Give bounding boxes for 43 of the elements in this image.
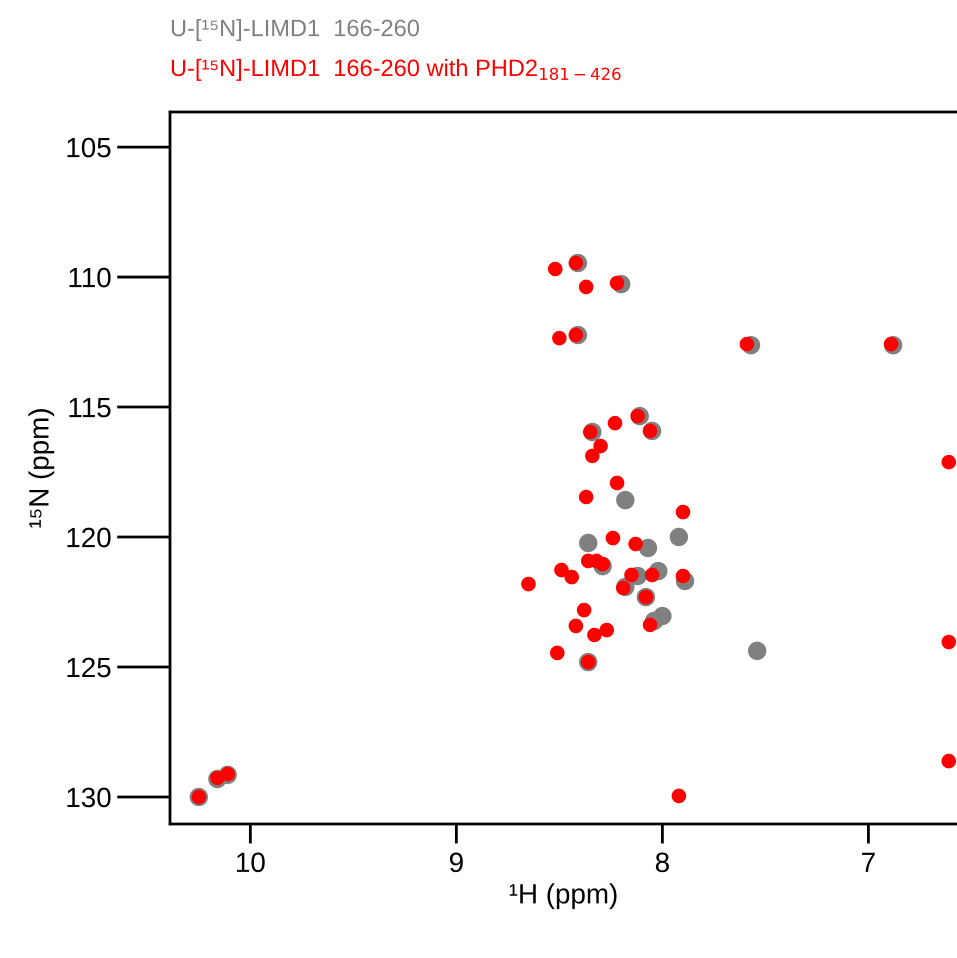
point bbox=[672, 788, 686, 804]
point bbox=[585, 448, 600, 464]
point bbox=[941, 454, 956, 470]
point bbox=[608, 416, 622, 430]
point bbox=[599, 622, 614, 638]
x-tick-label: 8 bbox=[656, 852, 669, 872]
x-tick-label: 9 bbox=[450, 852, 463, 872]
point bbox=[579, 534, 598, 552]
point bbox=[550, 646, 565, 660]
point bbox=[548, 262, 563, 276]
point bbox=[606, 530, 620, 546]
point bbox=[610, 476, 624, 490]
point bbox=[941, 754, 956, 768]
point bbox=[941, 634, 956, 650]
point bbox=[564, 570, 580, 584]
point bbox=[670, 528, 688, 546]
point bbox=[578, 490, 594, 504]
y-tick-label: 110 bbox=[69, 268, 111, 288]
x-tick-label: 10 bbox=[237, 852, 265, 872]
x-tick-label: 7 bbox=[862, 852, 875, 872]
y-tick-label: 125 bbox=[67, 658, 111, 678]
y-tick-label: 120 bbox=[67, 528, 111, 548]
point bbox=[628, 536, 643, 552]
point bbox=[593, 438, 608, 454]
point bbox=[552, 330, 567, 346]
point bbox=[638, 538, 658, 558]
point bbox=[568, 618, 584, 634]
text: U-[¹⁵N]-LIMD1 166-260 bbox=[172, 18, 419, 42]
point bbox=[587, 628, 602, 642]
text: U-[¹⁵N]-LIMD1 166-260 with PHD2$_{181−426}$ bbox=[172, 58, 621, 81]
point bbox=[616, 490, 635, 510]
y-tick-label: 115 bbox=[69, 398, 111, 418]
point bbox=[748, 642, 766, 660]
point bbox=[576, 602, 592, 618]
point bbox=[578, 280, 594, 294]
y-tick-label: 130 bbox=[67, 788, 111, 808]
point bbox=[521, 576, 536, 592]
point bbox=[554, 562, 569, 578]
y-axis-title: ¹⁵N (ppm) bbox=[28, 409, 54, 528]
point bbox=[624, 568, 639, 582]
x-axis-title: ¹H (ppm) bbox=[510, 883, 617, 910]
point bbox=[676, 504, 690, 520]
y-tick-label: 105 bbox=[67, 138, 111, 158]
